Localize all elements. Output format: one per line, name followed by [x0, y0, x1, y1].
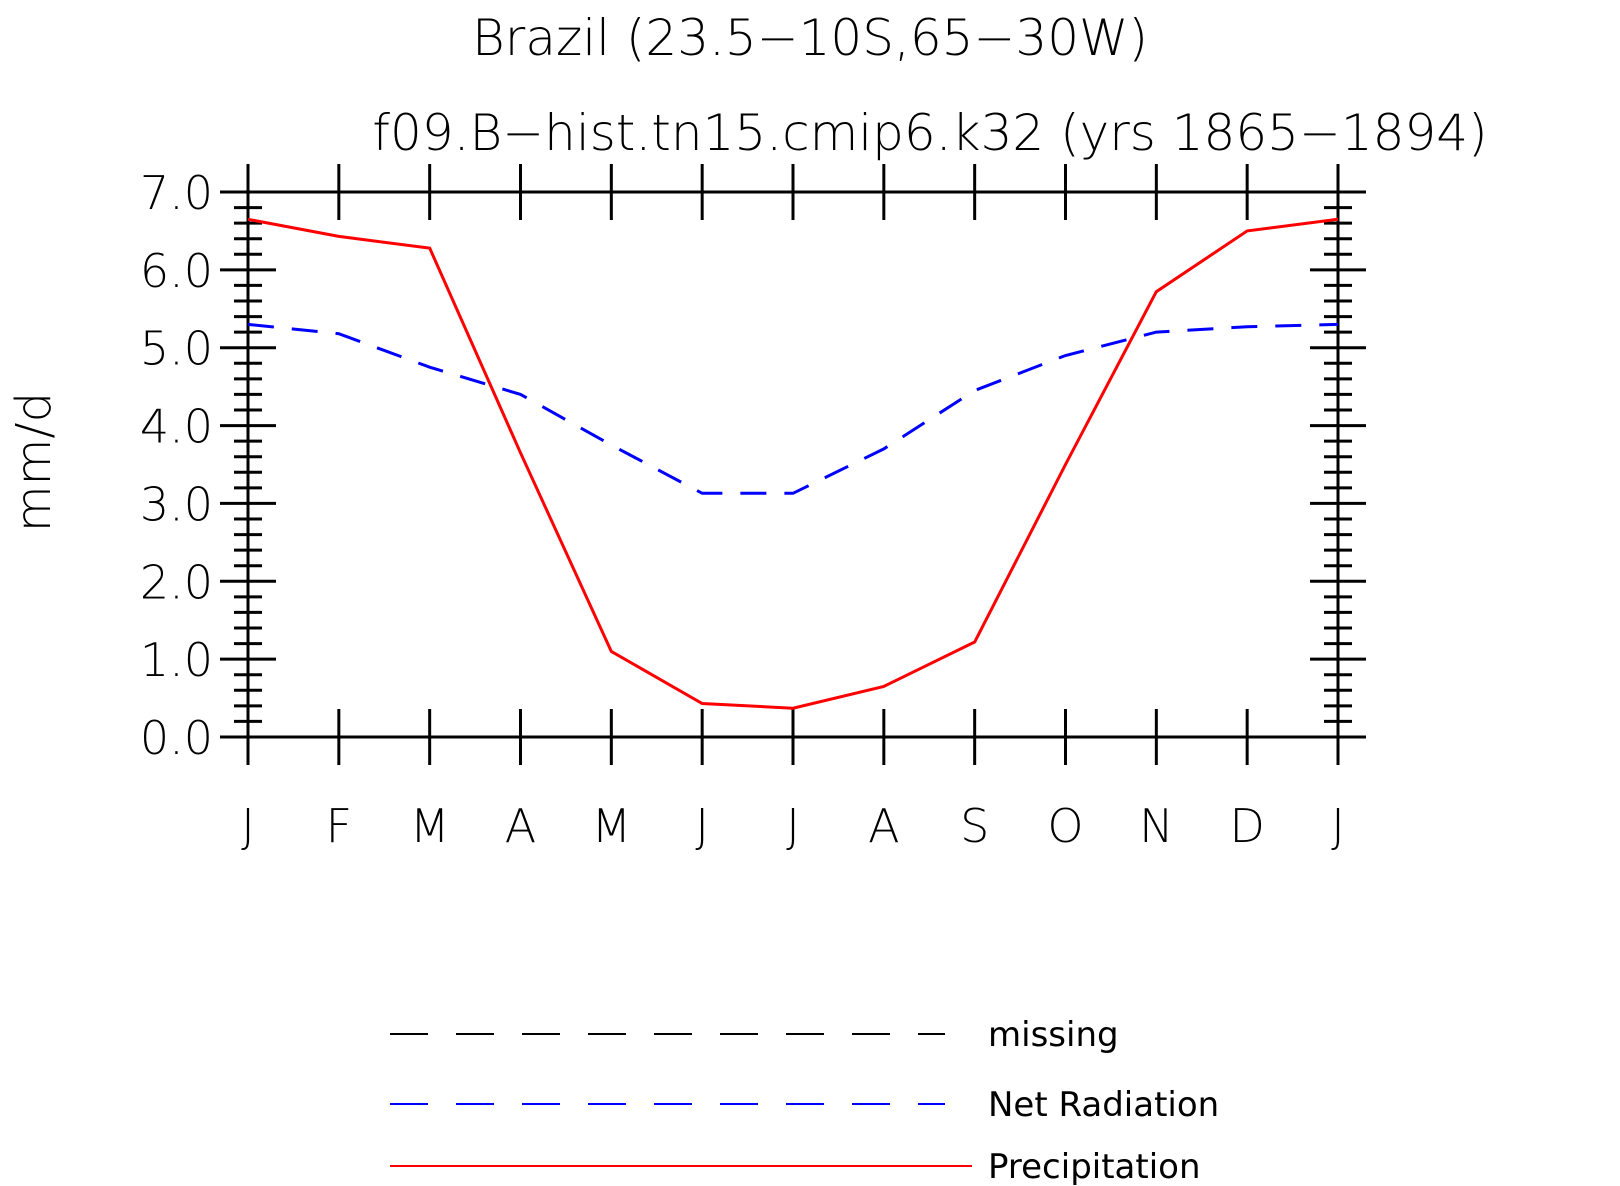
x-tick-label: A — [868, 799, 899, 853]
y-tick-label: 6.0 — [140, 244, 213, 298]
legend: missing Net Radiation Precipitation — [390, 1015, 1219, 1186]
x-tick-label: M — [410, 799, 450, 853]
y-tick-label: 2.0 — [140, 555, 213, 609]
y-tick-label: 4.0 — [140, 400, 213, 454]
x-tick-label: O — [1047, 799, 1083, 853]
x-tick-label: J — [241, 799, 255, 853]
chart-subtitle: f09.B−hist.tn15.cmip6.k32 (yrs 1865−1894… — [372, 104, 1487, 162]
y-axis-label: mm/d — [6, 392, 62, 532]
x-tick-label: F — [326, 799, 352, 853]
x-tick-label: A — [505, 799, 536, 853]
chart-title: Brazil (23.5−10S,65−30W) — [472, 9, 1148, 67]
legend-label: Net Radiation — [988, 1085, 1219, 1125]
x-tick-label: D — [1229, 799, 1264, 853]
x-tick-label: S — [960, 799, 989, 853]
x-tick-label: N — [1139, 799, 1173, 853]
series-line-net-radiation — [247, 322, 1339, 495]
x-tick-label: J — [786, 799, 800, 853]
y-tick-label: 3.0 — [140, 477, 213, 531]
y-tick-label: 5.0 — [140, 322, 213, 376]
x-tick-label: J — [695, 799, 709, 853]
series-line-precipitation — [247, 217, 1339, 710]
plot-frame — [246, 190, 1340, 739]
y-tick-label: 7.0 — [140, 166, 213, 220]
y-tick-label: 1.0 — [140, 633, 213, 687]
legend-label: missing — [988, 1015, 1119, 1055]
plot-area: 0.0 1.0 2.0 3.0 4.0 5.0 6.0 7.0 J F M A M J J A S O N D J — [140, 164, 1366, 853]
y-tick-label: 0.0 — [140, 711, 213, 765]
x-tick-label: M — [591, 799, 631, 853]
x-tick-label: J — [1331, 799, 1345, 853]
legend-label: Precipitation — [988, 1147, 1201, 1186]
